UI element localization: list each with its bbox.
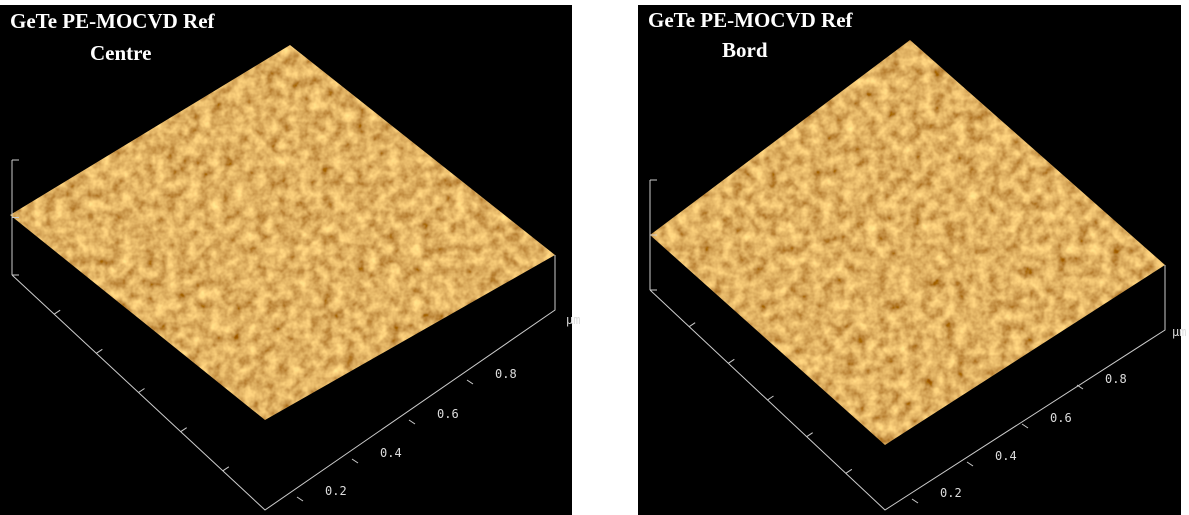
tick-label: 0.6 xyxy=(1050,411,1072,425)
panel-subtitle: Bord xyxy=(722,38,768,62)
y-tick xyxy=(466,379,474,385)
x-tick xyxy=(767,395,774,401)
x-tick xyxy=(688,322,696,328)
unit-label: µm xyxy=(1172,325,1186,339)
unit-label: µm xyxy=(566,313,580,327)
tick-label: 0.8 xyxy=(495,367,517,381)
panel-subtitle: Centre xyxy=(90,41,151,65)
afm-surface xyxy=(650,40,1165,445)
y-tick xyxy=(296,496,304,502)
y-tick xyxy=(966,461,974,467)
tick-label: 0.8 xyxy=(1105,372,1127,386)
y-tick xyxy=(1076,384,1084,390)
tick-label: 0.2 xyxy=(940,486,962,500)
x-tick xyxy=(138,388,145,393)
x-tick xyxy=(845,468,853,474)
tick-label: 0.4 xyxy=(380,446,402,460)
x-tick xyxy=(728,358,735,364)
y-tick xyxy=(408,419,416,425)
panel-title: GeTe PE-MOCVD Ref xyxy=(10,9,216,33)
y-tick xyxy=(1021,423,1029,429)
y-tick xyxy=(351,458,359,464)
y-tick xyxy=(911,498,919,504)
x-tick xyxy=(222,466,230,472)
x-tick xyxy=(96,348,103,354)
tick-label: 0.2 xyxy=(325,484,347,498)
tick-label: 0.4 xyxy=(995,449,1017,463)
afm-surface xyxy=(10,45,555,420)
x-tick xyxy=(806,432,813,438)
x-tick xyxy=(53,309,61,315)
panel-title: GeTe PE-MOCVD Ref xyxy=(648,8,854,32)
tick-label: 0.6 xyxy=(437,407,459,421)
x-tick xyxy=(180,427,187,433)
